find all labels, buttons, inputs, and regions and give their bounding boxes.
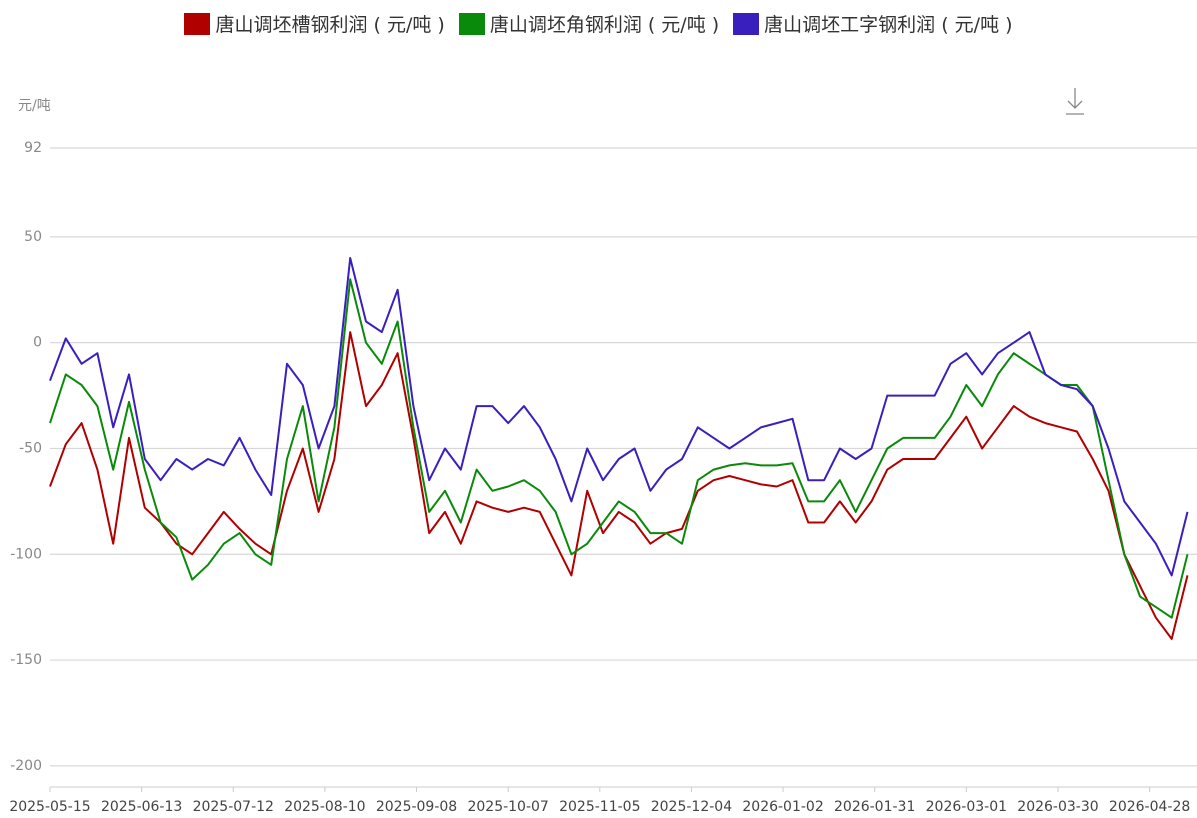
x-tick-label: 2026-01-31 (834, 799, 915, 815)
x-tick-label: 2025-11-05 (559, 799, 640, 815)
x-tick-label: 2026-01-02 (742, 799, 823, 815)
legend-swatch (733, 12, 760, 35)
series-line (49, 331, 1189, 640)
y-tick-label: -50 (19, 440, 42, 456)
x-tick-label: 2026-04-28 (1109, 799, 1190, 815)
series-line (49, 278, 1189, 619)
y-tick-label: 0 (33, 335, 42, 351)
legend-label: 唐山调坯工字钢利润 ( 元/吨 ) (764, 14, 1013, 36)
legend-swatch (184, 12, 211, 35)
legend-label: 唐山调坯角钢利润 ( 元/吨 ) (489, 14, 720, 36)
legend: 唐山调坯槽钢利润 ( 元/吨 ) 唐山调坯角钢利润 ( 元/吨 ) 唐山调坯工字钢利… (0, 10, 1197, 37)
legend-swatch (458, 12, 485, 35)
series-line (49, 257, 1189, 577)
y-tick-label: 92 (24, 140, 42, 156)
x-tick-label: 2025-07-12 (193, 799, 274, 815)
legend-item[interactable]: 唐山调坯槽钢利润 ( 元/吨 ) (184, 10, 445, 37)
x-tick-label: 2025-05-15 (9, 799, 90, 815)
download-icon[interactable] (1066, 88, 1084, 115)
x-tick-label: 2025-12-04 (651, 799, 732, 815)
x-tick-label: 2025-09-08 (376, 799, 457, 815)
legend-label: 唐山调坯槽钢利润 ( 元/吨 ) (215, 14, 445, 36)
x-tick-label: 2025-08-10 (284, 799, 365, 815)
y-tick-label: 50 (24, 229, 42, 245)
y-tick-label: -100 (10, 546, 42, 562)
x-tick-label: 2025-06-13 (101, 799, 182, 815)
y-unit: 元/吨 (18, 98, 51, 114)
y-tick-label: -150 (10, 652, 42, 668)
x-tick-label: 2025-10-07 (467, 799, 548, 815)
x-tick-label: 2026-03-30 (1017, 799, 1098, 815)
y-tick-label: -200 (10, 758, 42, 774)
x-tick-label: 2026-03-01 (926, 799, 1007, 815)
legend-item[interactable]: 唐山调坯工字钢利润 ( 元/吨 ) (733, 10, 1013, 37)
legend-item[interactable]: 唐山调坯角钢利润 ( 元/吨 ) (458, 10, 720, 37)
